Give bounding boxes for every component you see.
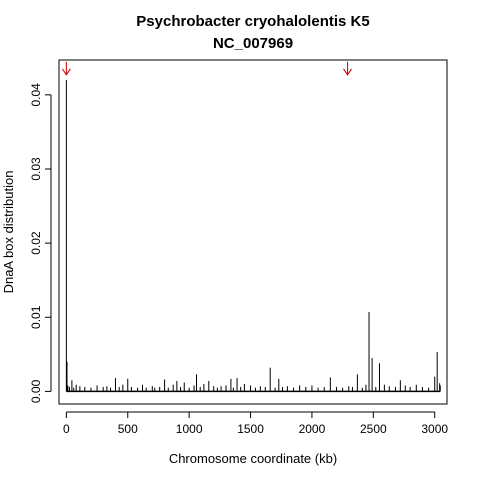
y-axis: 0.00 0.01 0.02 0.03 0.04 bbox=[29, 83, 52, 403]
x-tick-label: 500 bbox=[118, 422, 138, 436]
y-tick-label: 0.01 bbox=[29, 305, 43, 329]
x-axis-label: Chromosome coordinate (kb) bbox=[169, 451, 337, 466]
x-tick-label: 1500 bbox=[237, 422, 264, 436]
y-tick-label: 0.02 bbox=[29, 231, 43, 255]
arrow-head bbox=[61, 68, 71, 76]
y-axis-label: DnaA box distribution bbox=[1, 171, 16, 294]
origin-arrow bbox=[61, 61, 71, 76]
bar-series bbox=[65, 80, 441, 393]
origin-arrows bbox=[61, 61, 352, 76]
y-tick-label: 0.00 bbox=[29, 379, 43, 403]
arrow-head bbox=[343, 68, 352, 76]
x-tick-label: 2000 bbox=[299, 422, 326, 436]
origin-arrow bbox=[343, 61, 352, 76]
x-tick-label: 3000 bbox=[421, 422, 448, 436]
x-tick-label: 0 bbox=[63, 422, 70, 436]
x-tick-label: 2500 bbox=[360, 422, 387, 436]
x-tick-label: 1000 bbox=[176, 422, 203, 436]
chart-subtitle: NC_007969 bbox=[213, 35, 293, 52]
y-tick-label: 0.03 bbox=[29, 157, 43, 181]
y-tick-label: 0.04 bbox=[29, 83, 43, 107]
plot-frame bbox=[58, 59, 448, 405]
chart-title: Psychrobacter cryohalolentis K5 bbox=[136, 13, 369, 30]
x-axis: 0 500 1000 1500 2000 2500 3000 bbox=[63, 411, 448, 436]
